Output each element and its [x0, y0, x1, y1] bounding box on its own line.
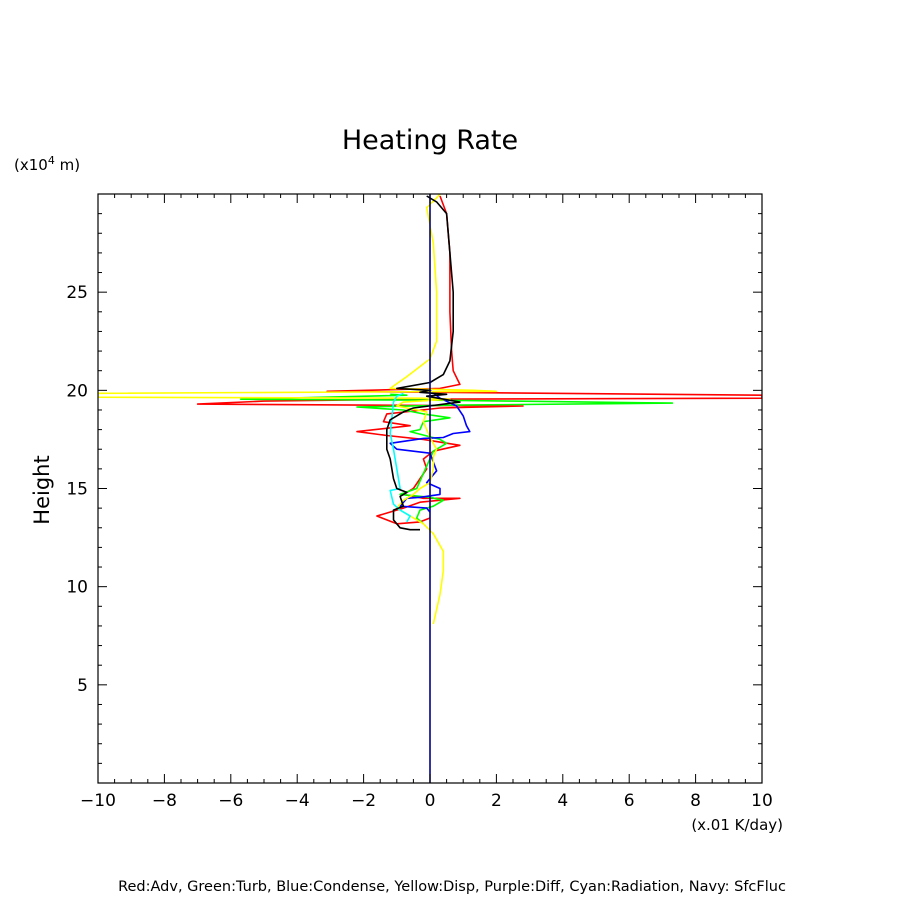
series-turb-line [240, 393, 674, 525]
x-tick-label: 8 [690, 791, 701, 811]
x-tick-label: −4 [285, 791, 310, 811]
series-radiation-line [389, 392, 411, 523]
chart-title: Heating Rate [342, 125, 518, 156]
x-tick-label: 2 [491, 791, 502, 811]
tick-layer: −10 −8 −6 −4 −2 0 2 4 6 8 10 5 10 15 20 25 [66, 194, 773, 811]
series-total-line [385, 195, 461, 531]
y-tick-label: 20 [66, 381, 88, 401]
series-condense-line [389, 389, 471, 513]
y-axis-unit-exponent: 4 [48, 154, 55, 167]
x-tick-label: −2 [351, 791, 376, 811]
y-axis-label: Height [30, 455, 54, 524]
y-axis-unit-prefix: (x10 [14, 156, 48, 174]
x-axis-label: (x.01 K/day) [691, 816, 783, 834]
y-axis-unit: (x104 m) [14, 154, 80, 174]
x-tick-label: 6 [624, 791, 635, 811]
x-tick-label: −10 [80, 791, 116, 811]
x-tick-label: 4 [557, 791, 568, 811]
series-layer [98, 194, 762, 783]
y-axis-unit-suffix: m) [55, 156, 80, 174]
x-tick-label: 0 [425, 791, 436, 811]
y-tick-label: 25 [66, 283, 88, 303]
x-tick-label: 10 [751, 791, 773, 811]
series-adv-line [196, 195, 762, 525]
y-tick-label: 15 [66, 480, 88, 500]
y-tick-label: 10 [66, 578, 88, 598]
y-tick-label: 5 [77, 676, 88, 696]
legend-text: Red:Adv, Green:Turb, Blue:Condense, Yell… [118, 879, 786, 895]
x-tick-label: −6 [218, 791, 243, 811]
x-tick-label: −8 [152, 791, 177, 811]
